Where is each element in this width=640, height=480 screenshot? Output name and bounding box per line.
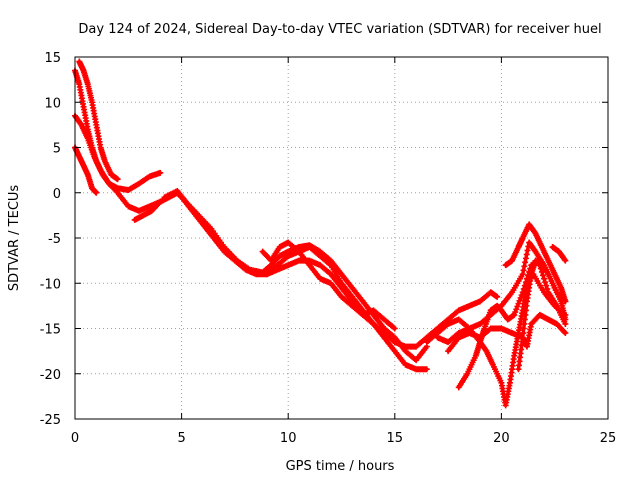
series-track-3 bbox=[72, 112, 164, 214]
data-trace bbox=[162, 189, 429, 362]
y-tick-label: -15 bbox=[40, 323, 61, 338]
y-axis-label: SDTVAR / TECUs bbox=[7, 185, 22, 292]
x-tick-label: 5 bbox=[177, 431, 185, 446]
series-track-15 bbox=[549, 244, 569, 264]
data-points bbox=[72, 58, 569, 409]
x-tick-label: 10 bbox=[280, 431, 297, 446]
y-tick-label: 10 bbox=[44, 96, 61, 111]
y-tick-label: 5 bbox=[53, 142, 61, 157]
y-tick-label: 0 bbox=[53, 187, 61, 202]
grid-lines bbox=[75, 57, 608, 419]
y-tick-label: 15 bbox=[44, 51, 61, 66]
series-track-7 bbox=[263, 244, 430, 373]
data-trace bbox=[503, 222, 568, 304]
series-track-13 bbox=[502, 221, 569, 305]
plot-frame bbox=[74, 56, 609, 420]
x-tick-label: 25 bbox=[600, 431, 617, 446]
x-axis-label: GPS time / hours bbox=[286, 459, 395, 474]
data-trace bbox=[446, 313, 568, 353]
x-tick-label: 20 bbox=[493, 431, 510, 446]
data-trace bbox=[457, 258, 568, 390]
series-track-14 bbox=[515, 257, 569, 373]
data-trace bbox=[73, 114, 163, 213]
series-track-2 bbox=[76, 58, 121, 183]
data-trace bbox=[550, 245, 568, 263]
y-tick-label: -5 bbox=[48, 232, 61, 247]
y-tick-label: -10 bbox=[40, 277, 61, 292]
y-tick-label: -25 bbox=[40, 413, 61, 428]
data-trace bbox=[265, 245, 429, 371]
axis-ticks: 0 5 10 15 20 25 -25 -20 -15 -10 -5 0 5 10 15 bbox=[40, 51, 617, 446]
series-track-8 bbox=[259, 239, 398, 332]
x-tick-label: 15 bbox=[387, 431, 404, 446]
x-tick-label: 0 bbox=[71, 431, 79, 446]
series-track-12 bbox=[445, 311, 569, 355]
data-trace bbox=[77, 59, 120, 181]
y-tick-label: -20 bbox=[40, 368, 61, 383]
series-track-4 bbox=[72, 144, 100, 196]
series-track-10 bbox=[455, 257, 569, 391]
data-trace bbox=[516, 258, 568, 371]
data-trace bbox=[260, 240, 397, 331]
data-trace bbox=[73, 145, 99, 195]
chart-title: Day 124 of 2024, Sidereal Day-to-day VTE… bbox=[78, 22, 601, 37]
data-trace bbox=[435, 272, 568, 408]
